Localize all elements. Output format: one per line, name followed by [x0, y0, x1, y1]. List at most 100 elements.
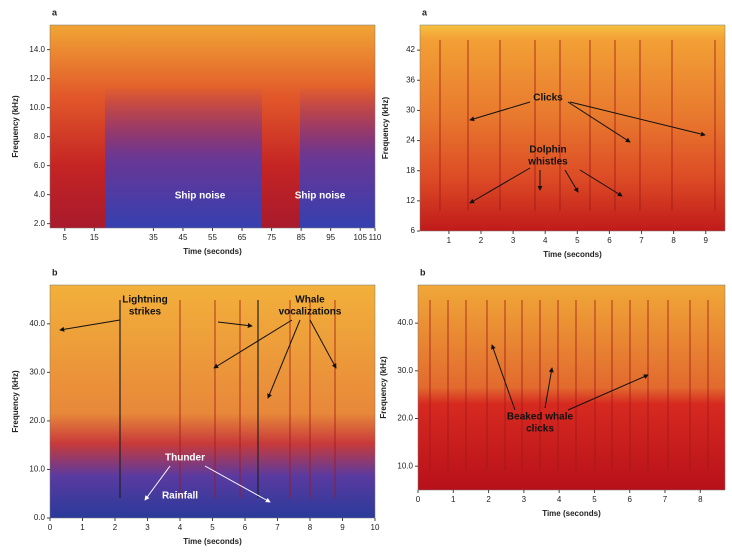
y-axis-label: Frequency (kHz) [379, 356, 388, 419]
noise-band [300, 25, 375, 228]
x-tick-label: 10 [371, 523, 380, 532]
x-axis-label: Time (seconds) [183, 247, 242, 256]
annotation: Thunder [165, 453, 205, 464]
arrow [579, 169, 623, 197]
x-tick-label: 3 [145, 523, 150, 532]
y-tick-label: 6 [411, 226, 416, 235]
y-tick-label: 42 [406, 45, 415, 54]
panel-title: a [52, 7, 58, 17]
arrow [469, 167, 531, 204]
annotation: Lightning [122, 295, 168, 306]
y-tick-label: 10.0 [29, 103, 45, 112]
y-tick-label: 40.0 [29, 319, 45, 328]
spectrogram [420, 25, 725, 231]
x-tick-label: 15 [90, 233, 99, 242]
x-axis-label: Time (seconds) [542, 509, 601, 518]
arrow [267, 319, 301, 399]
x-tick-label: 85 [297, 233, 306, 242]
arrow [213, 319, 293, 369]
x-tick-label: 8 [698, 495, 703, 504]
annotation: Ship noise [295, 191, 346, 202]
x-tick-label: 110 [369, 233, 382, 242]
x-tick-label: 45 [179, 233, 188, 242]
x-tick-label: 5 [575, 236, 580, 245]
x-tick-label: 75 [267, 233, 276, 242]
x-tick-label: 1 [447, 236, 452, 245]
x-tick-label: 7 [639, 236, 644, 245]
arrow [569, 101, 706, 137]
x-tick-label: 5 [592, 495, 597, 504]
x-tick-label: 7 [275, 523, 280, 532]
annotation: whistles [527, 157, 568, 168]
annotation: Clicks [533, 93, 563, 104]
arrow [567, 374, 649, 411]
plot-frame [419, 24, 726, 232]
x-tick-label: 4 [178, 523, 183, 532]
panel-title: a [422, 7, 428, 17]
x-tick-label: 1 [451, 495, 456, 504]
y-axis-label: Frequency (kHz) [381, 97, 390, 160]
x-tick-label: 35 [149, 233, 158, 242]
y-axis-label: Frequency (kHz) [11, 95, 20, 158]
noise-band [105, 25, 262, 228]
y-tick-label: 8.0 [34, 132, 46, 141]
arrow [567, 101, 631, 143]
annotation: clicks [526, 424, 554, 435]
annotation: vocalizations [279, 307, 342, 318]
arrow [469, 101, 531, 122]
x-tick-label: 5 [63, 233, 68, 242]
y-tick-label: 6.0 [34, 161, 46, 170]
x-tick-label: 3 [522, 495, 527, 504]
panel-title: b [420, 267, 426, 277]
x-tick-label: 0 [48, 523, 53, 532]
arrow [544, 367, 554, 409]
y-tick-label: 10.0 [397, 461, 413, 470]
annotation: strikes [129, 307, 162, 318]
y-tick-label: 24 [406, 136, 415, 145]
x-tick-label: 0 [416, 495, 421, 504]
y-tick-label: 20.0 [29, 416, 45, 425]
annotation: Beaked whale [507, 412, 574, 423]
x-tick-label: 105 [354, 233, 368, 242]
y-tick-label: 0.0 [34, 513, 46, 522]
y-axis-label: Frequency (kHz) [11, 370, 20, 433]
annotation: Rainfall [162, 491, 198, 502]
annotation: Dolphin [529, 145, 566, 156]
arrow [309, 319, 337, 369]
y-tick-label: 30 [406, 106, 415, 115]
y-tick-label: 12 [406, 196, 415, 205]
y-tick-label: 10.0 [29, 465, 45, 474]
y-tick-label: 30.0 [397, 366, 413, 375]
x-tick-label: 55 [208, 233, 217, 242]
arrow [59, 319, 121, 332]
x-tick-label: 9 [340, 523, 345, 532]
arrow [144, 465, 171, 501]
y-tick-label: 36 [406, 75, 415, 84]
x-axis-label: Time (seconds) [543, 250, 602, 259]
x-tick-label: 7 [663, 495, 668, 504]
arrow [217, 321, 253, 328]
plot-frame [417, 284, 726, 491]
y-tick-label: 4.0 [34, 190, 46, 199]
spectrogram [418, 285, 725, 490]
panel-title: b [52, 267, 58, 277]
x-tick-label: 65 [238, 233, 247, 242]
annotation: Ship noise [175, 191, 226, 202]
x-tick-label: 2 [486, 495, 491, 504]
x-tick-label: 6 [607, 236, 612, 245]
y-tick-label: 40.0 [397, 318, 413, 327]
y-tick-label: 30.0 [29, 367, 45, 376]
annotation: Whale [295, 295, 325, 306]
x-axis-label: Time (seconds) [183, 537, 242, 546]
spectrogram [50, 285, 375, 518]
arrow [564, 169, 579, 193]
x-tick-label: 4 [557, 495, 562, 504]
x-tick-label: 5 [210, 523, 215, 532]
y-tick-label: 18 [406, 166, 415, 175]
x-tick-label: 2 [479, 236, 484, 245]
arrow [491, 344, 516, 411]
x-tick-label: 95 [326, 233, 335, 242]
y-tick-label: 12.0 [29, 74, 45, 83]
x-tick-label: 4 [543, 236, 548, 245]
